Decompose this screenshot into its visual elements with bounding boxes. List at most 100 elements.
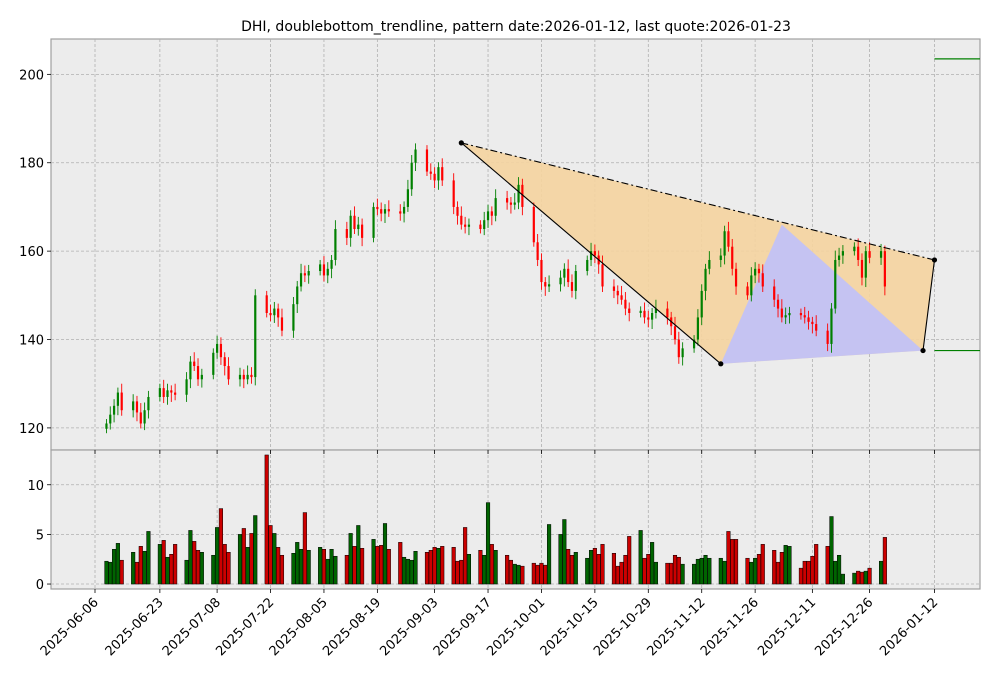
volume-bar: [531, 562, 536, 585]
candle-body: [292, 304, 295, 331]
candle-body: [723, 231, 726, 256]
price-y-axis: 120 140 160 180 200: [19, 68, 51, 437]
volume-bar: [291, 553, 296, 585]
candle-body: [380, 209, 383, 214]
volume-bar: [707, 557, 712, 585]
volume-bar: [382, 523, 388, 585]
volume-bar: [806, 560, 811, 585]
candle-body: [490, 211, 493, 216]
volume-bar: [436, 548, 441, 585]
candle-body: [811, 321, 814, 325]
volume-bar: [726, 531, 731, 585]
volume-bar: [642, 557, 647, 585]
candle-body: [273, 308, 276, 316]
candle-body: [883, 251, 886, 287]
volume-bar: [157, 544, 162, 585]
candle-body: [265, 295, 268, 313]
volume-bar: [333, 555, 338, 585]
volume-bar: [375, 546, 380, 585]
volume-bar: [669, 562, 674, 585]
volume-bar: [226, 552, 231, 585]
volume-bar: [245, 547, 250, 585]
volume-bar: [600, 544, 605, 585]
volume-bar: [272, 533, 277, 585]
volume-bar: [573, 552, 578, 585]
volume-bar: [516, 564, 521, 585]
candle-body: [135, 401, 139, 413]
candle-body: [452, 180, 455, 207]
candle-body: [841, 251, 844, 256]
candle-body: [734, 268, 738, 287]
candle-body: [784, 315, 787, 318]
volume-bar: [837, 554, 842, 585]
volume-bar: [222, 544, 227, 585]
volume-y-tick-label: 5: [36, 528, 44, 543]
volume-bar: [623, 554, 628, 585]
double-bottom-fill: [720, 224, 924, 364]
candle-body: [799, 313, 803, 316]
volume-bar: [215, 527, 220, 585]
candle-body: [219, 343, 223, 358]
candle-body: [643, 310, 646, 318]
x-tick-label: 2026-01-12: [877, 595, 941, 659]
candle-body: [296, 286, 299, 305]
volume-bar: [348, 533, 353, 585]
volume-bar: [562, 519, 567, 585]
candle-body: [746, 286, 749, 296]
candle-body: [353, 215, 356, 230]
volume-bar: [451, 547, 456, 585]
volume-bar: [115, 543, 120, 585]
volume-bar: [134, 561, 140, 585]
volume-bar: [672, 554, 678, 585]
candle-body: [750, 275, 753, 296]
candle-body: [563, 268, 566, 278]
volume-bar: [405, 558, 410, 585]
x-tick-label: 2025-06-23: [103, 595, 167, 659]
candle-body: [620, 295, 623, 300]
volume-bar: [703, 554, 708, 585]
candle-body: [532, 206, 535, 243]
candle-body: [383, 209, 387, 214]
breakout-line: [922, 259, 936, 351]
volume-bar: [783, 545, 788, 585]
volume-bar: [867, 567, 872, 585]
volume-bar: [199, 552, 204, 585]
volume-bar: [772, 550, 777, 585]
candle-body: [242, 374, 245, 380]
candle-body: [330, 259, 333, 269]
volume-bar: [459, 559, 464, 585]
candle-body: [719, 255, 722, 260]
volume-bar: [722, 560, 727, 585]
candle-body: [586, 259, 589, 272]
volume-bar: [161, 540, 166, 585]
volume-bar: [325, 558, 330, 585]
candle-body: [574, 271, 577, 291]
volume-bar: [829, 516, 834, 585]
volume-bar: [505, 554, 510, 585]
candle-body: [696, 317, 699, 340]
candle-body: [853, 246, 856, 252]
candle-body: [757, 268, 761, 274]
candle-body: [376, 206, 379, 210]
candle-body: [410, 162, 413, 190]
candle-body: [506, 198, 509, 203]
candle-body: [326, 268, 329, 276]
candle-body: [112, 405, 116, 415]
candle-body: [307, 271, 310, 276]
candle-body: [517, 184, 520, 203]
candle-body: [143, 410, 146, 424]
volume-bar: [520, 565, 525, 585]
candle-body: [456, 206, 459, 216]
candle-body: [162, 388, 165, 397]
price-panel: 120 140 160 180 200: [19, 38, 981, 451]
pattern-point: [931, 257, 938, 263]
volume-bar: [585, 557, 590, 585]
volume-bar: [833, 560, 838, 585]
volume-bar: [779, 552, 784, 585]
volume-bar: [318, 547, 323, 585]
volume-bar: [627, 536, 632, 585]
candle-body: [700, 290, 703, 318]
candle-body: [754, 268, 757, 276]
volume-bar: [879, 560, 884, 585]
